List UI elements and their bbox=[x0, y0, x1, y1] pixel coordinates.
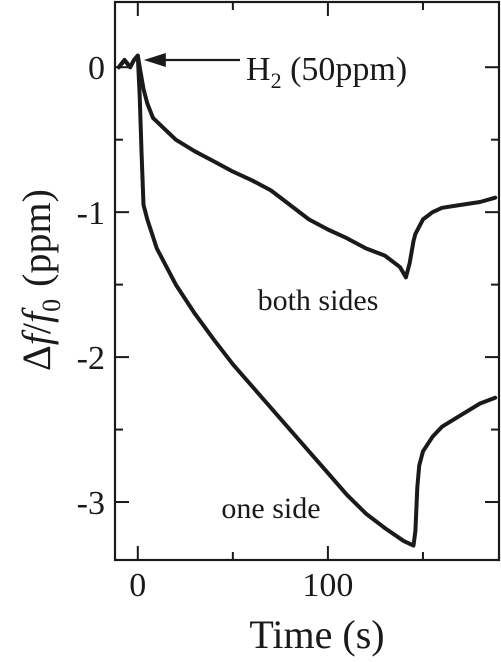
gas-label-subscript: 2 bbox=[271, 68, 282, 93]
gas-label-rest: (50ppm) bbox=[282, 51, 408, 88]
gas-annotation: H2 (50ppm) bbox=[143, 51, 407, 93]
y-axis-label: Δf/f0(ppm) bbox=[14, 189, 66, 371]
y-label-unit: (ppm) bbox=[14, 189, 59, 287]
x-tick-label: 100 bbox=[302, 567, 353, 604]
tick-labels: 0 -1 -2 -3 0 100 bbox=[77, 50, 354, 604]
both-sides-label: both sides bbox=[258, 284, 379, 317]
y-label-slash: / bbox=[14, 322, 59, 334]
y-tick-label: -1 bbox=[77, 195, 105, 232]
y-label-delta: Δ bbox=[14, 345, 59, 371]
x-tick-label: 0 bbox=[129, 567, 146, 604]
x-axis-label: Time (s) bbox=[249, 612, 384, 657]
y-tick-label: 0 bbox=[88, 50, 105, 87]
series-line-one-side bbox=[116, 53, 498, 548]
gas-label-h: H bbox=[246, 51, 271, 88]
one-side-label: one side bbox=[221, 492, 320, 525]
plot-frame bbox=[113, 0, 501, 562]
series-line-both-sides bbox=[116, 53, 498, 280]
series-lines bbox=[116, 53, 498, 548]
y-tick-label: -3 bbox=[77, 485, 105, 522]
y-label-subscript: 0 bbox=[37, 299, 66, 312]
gas-label: H2 (50ppm) bbox=[246, 51, 407, 93]
y-tick-label: -2 bbox=[77, 340, 105, 377]
arrow-head bbox=[143, 52, 166, 67]
